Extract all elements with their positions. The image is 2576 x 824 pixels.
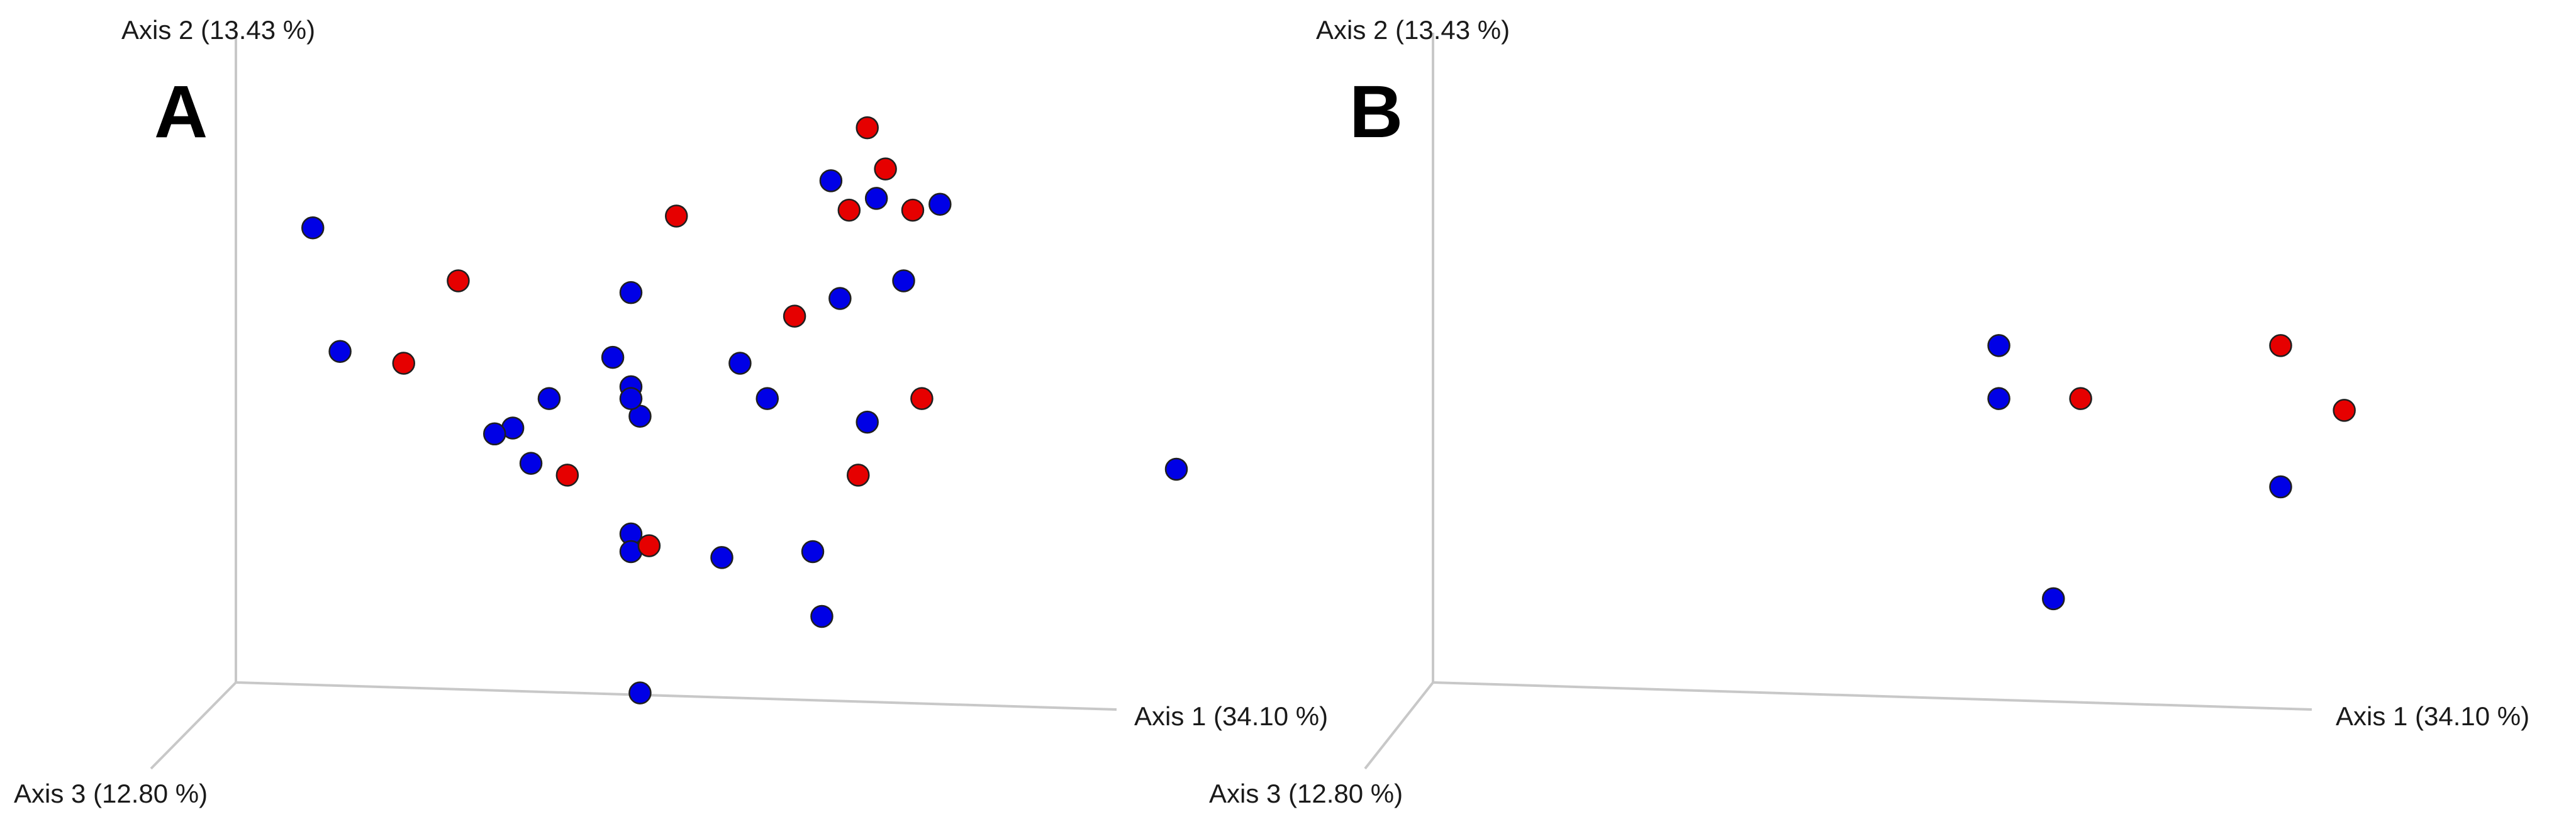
panel-a-blue-point-25 xyxy=(628,681,652,704)
panel-a-blue-point-11 xyxy=(483,422,506,446)
panel-a-red-point-6 xyxy=(856,116,879,140)
panel-a-blue-point-17 xyxy=(892,269,915,292)
panel-a-red-point-5 xyxy=(837,198,861,222)
panel-b-blue-point-4 xyxy=(2269,475,2292,499)
panel-b-axis-3-label: Axis 3 (12.80 %) xyxy=(1209,779,1403,808)
panel-b-blue-point-3 xyxy=(2042,587,2065,611)
panel-a-blue-point-5 xyxy=(619,281,643,304)
panel-a-red-point-12 xyxy=(637,534,661,557)
panel-b-axis-1-line xyxy=(1432,681,2312,711)
panel-a-blue-point-14 xyxy=(819,169,843,192)
panel-a-red-point-4 xyxy=(783,304,806,328)
panel-a-red-point-2 xyxy=(392,352,415,375)
panel-b-red-point-1 xyxy=(2069,387,2092,410)
panel-a-red-point-3 xyxy=(665,204,688,228)
panel-b-points xyxy=(1987,334,2356,611)
panel-a-blue-point-9 xyxy=(619,387,643,410)
panel-a: A Axis 2 (13.43 %) Axis 1 (34.10 %) Axis… xyxy=(14,15,1328,808)
panel-a-blue-point-16 xyxy=(864,187,888,210)
panel-a-blue-point-26 xyxy=(1164,457,1188,481)
panel-a-points xyxy=(301,116,1188,704)
panel-a-blue-point-22 xyxy=(710,546,733,569)
panel-a-axis-1-label: Axis 1 (34.10 %) xyxy=(1134,701,1328,731)
panel-a-red-point-9 xyxy=(910,387,934,410)
panel-a-blue-point-23 xyxy=(801,540,825,564)
panel-a-blue-point-6 xyxy=(601,345,625,369)
panel-b-blue-point-1 xyxy=(1987,334,2010,357)
panel-a-blue-point-13 xyxy=(756,387,779,410)
panel-b-axis-2-label: Axis 2 (13.43 %) xyxy=(1316,15,1510,45)
panel-a-blue-point-3 xyxy=(537,387,561,410)
panel-b-red-point-2 xyxy=(2269,334,2292,357)
panel-b-axis-1-label: Axis 1 (34.10 %) xyxy=(2336,701,2529,731)
panel-a-axis-1-line xyxy=(235,681,1117,711)
panel-a-blue-point-24 xyxy=(810,604,834,628)
panel-b-red-point-3 xyxy=(2333,399,2356,422)
panel-b-blue-point-2 xyxy=(1987,387,2010,410)
panel-a-blue-point-1 xyxy=(301,216,325,240)
panel-a-red-point-11 xyxy=(555,464,579,487)
panel-a-red-point-10 xyxy=(847,464,870,487)
panel-a-axis-2-label: Axis 2 (13.43 %) xyxy=(121,15,315,45)
panel-b: B Axis 2 (13.43 %) Axis 1 (34.10 %) Axis… xyxy=(1209,15,2529,808)
panel-a-red-point-1 xyxy=(447,269,470,292)
panel-a-blue-point-19 xyxy=(856,410,879,434)
panel-a-red-point-8 xyxy=(901,198,925,222)
panel-a-blue-point-12 xyxy=(728,352,752,375)
panel-a-blue-point-10 xyxy=(519,452,543,475)
panel-a-letter: A xyxy=(154,70,208,153)
panel-a-blue-point-18 xyxy=(928,192,952,216)
panel-a-blue-point-2 xyxy=(328,340,352,364)
panel-a-axis-3-line xyxy=(150,681,237,770)
panel-a-blue-point-15 xyxy=(828,287,852,310)
panel-b-axis-3-line xyxy=(1364,681,1434,770)
panel-b-letter: B xyxy=(1349,70,1403,153)
panel-a-red-point-7 xyxy=(874,157,897,181)
panel-a-axis-3-label: Axis 3 (12.80 %) xyxy=(14,779,208,808)
